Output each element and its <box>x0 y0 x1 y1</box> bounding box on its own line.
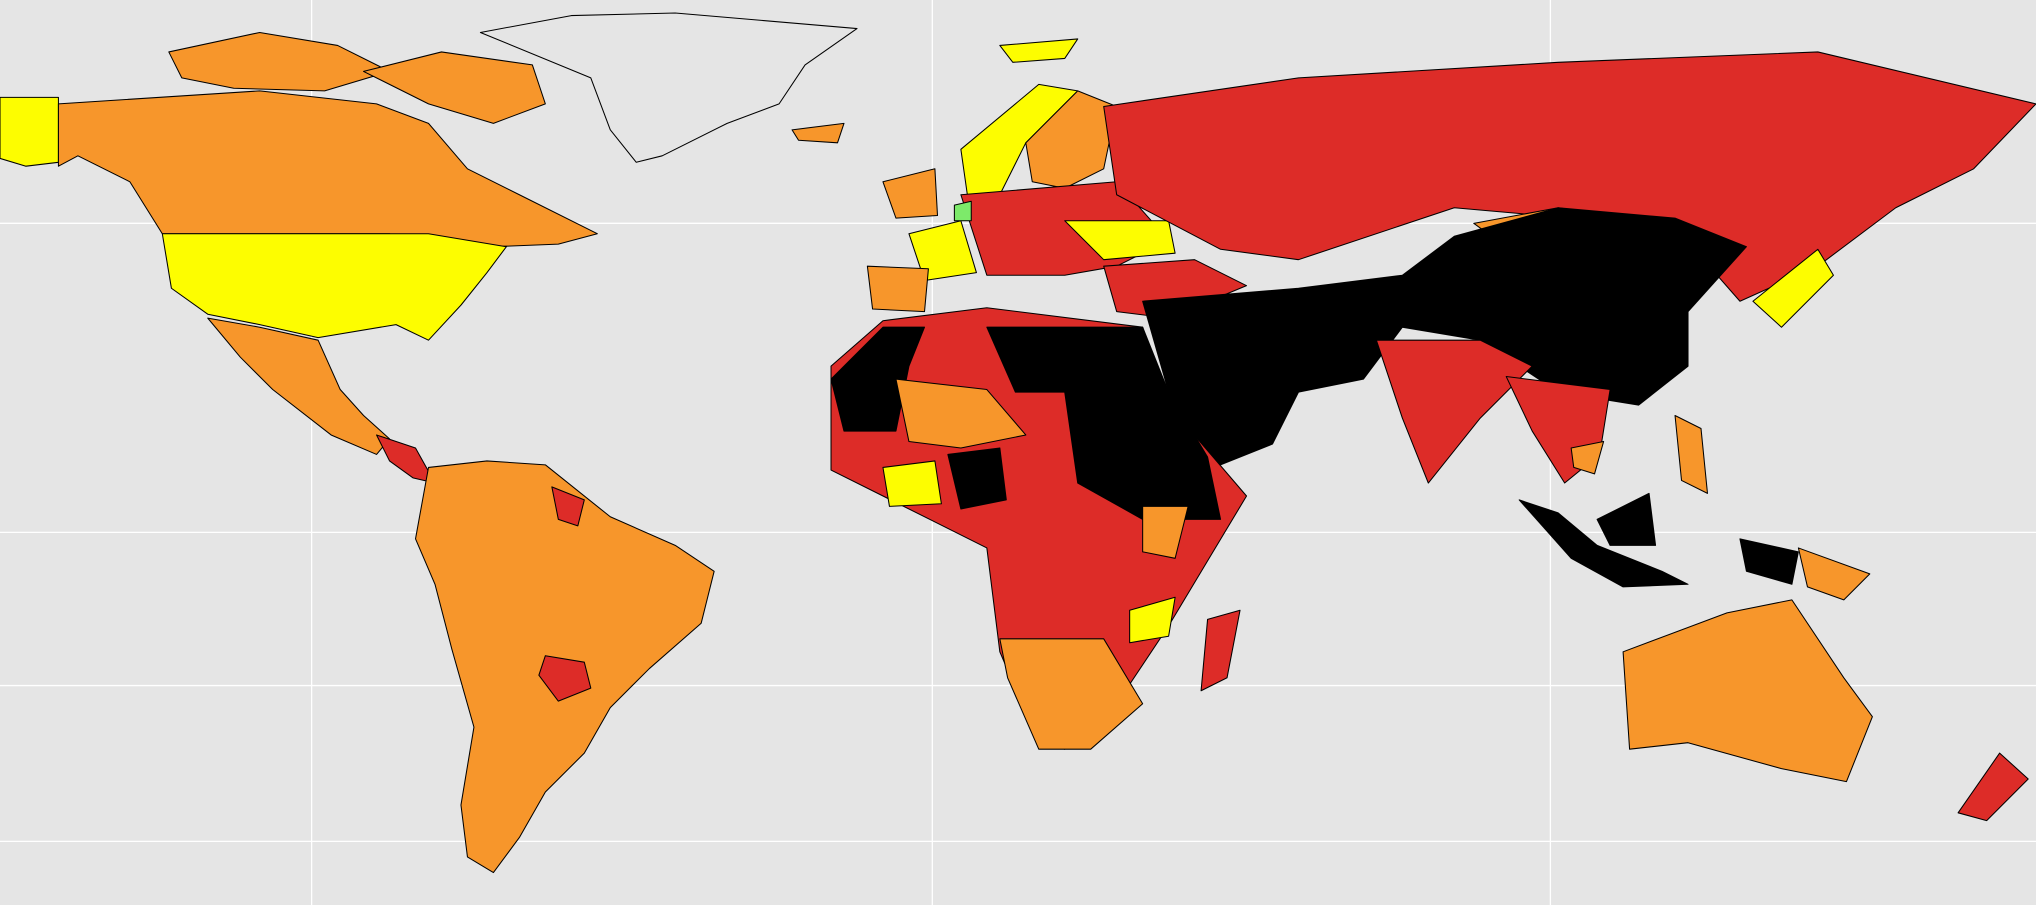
papua-new-guinea <box>1797 547 1871 601</box>
mali-niger <box>895 378 1027 449</box>
greenland <box>479 12 858 163</box>
madagascar <box>1200 609 1241 692</box>
countries <box>0 12 2036 874</box>
new-zealand <box>1957 752 2029 822</box>
australia <box>1622 599 1873 783</box>
nigeria <box>947 447 1007 510</box>
borneo <box>1596 492 1657 546</box>
west-africa <box>882 460 942 507</box>
guyana <box>551 486 585 527</box>
paraguay <box>538 655 592 702</box>
indonesia <box>1518 499 1689 588</box>
united-states <box>161 233 507 341</box>
mozambique <box>1129 596 1176 644</box>
india <box>1375 339 1533 484</box>
alaska <box>0 96 59 167</box>
canada <box>57 90 598 267</box>
ukraine <box>1064 220 1176 261</box>
iberia <box>866 265 929 313</box>
japan <box>1752 248 1834 328</box>
arctic-islands <box>168 31 391 92</box>
france <box>908 220 977 281</box>
middle-east-china <box>1142 207 1747 471</box>
netherlands <box>953 200 972 222</box>
iceland <box>791 122 845 144</box>
scandinavia <box>1025 90 1118 189</box>
new-guinea-west <box>1739 538 1799 585</box>
united-kingdom <box>882 168 939 219</box>
arctic-islands <box>363 51 546 124</box>
philippines <box>1674 414 1709 494</box>
southern-africa <box>999 638 1144 750</box>
svalbard <box>999 38 1079 63</box>
kenya <box>1142 505 1189 559</box>
central-america <box>376 434 436 484</box>
vietnam <box>1570 440 1605 475</box>
